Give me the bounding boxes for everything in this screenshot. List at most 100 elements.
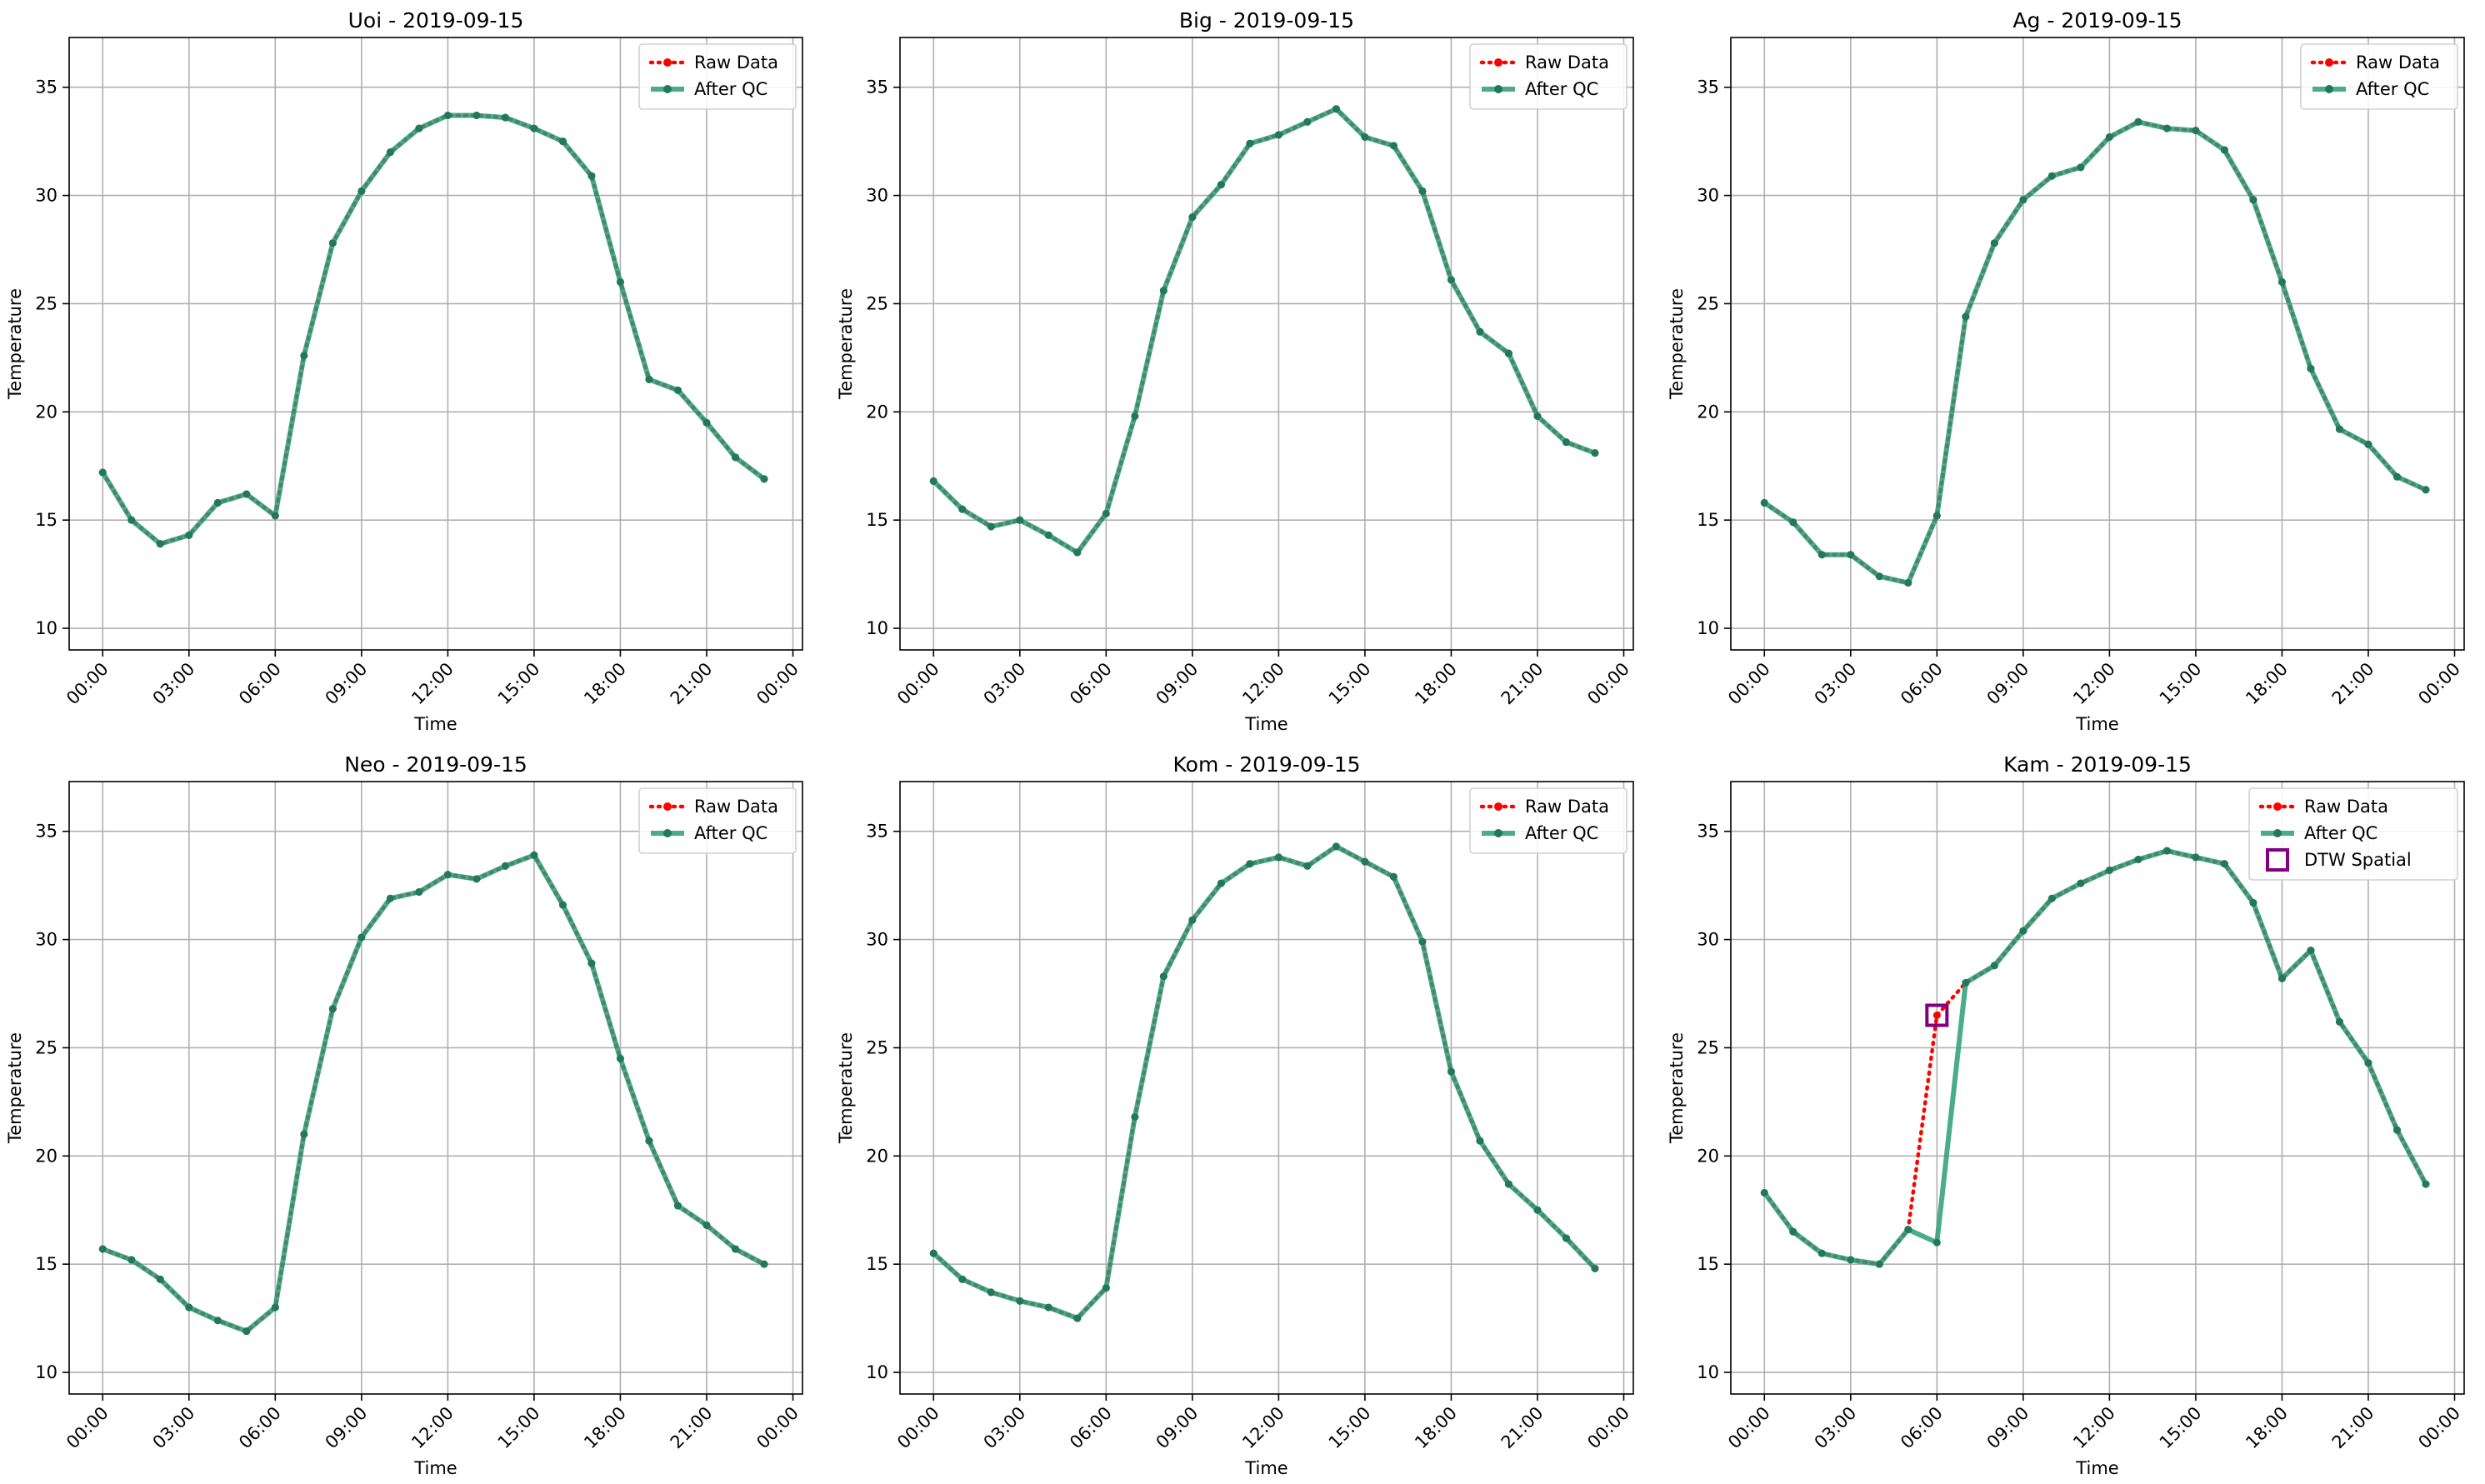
y-tick-label: 15 bbox=[866, 510, 888, 530]
x-tick-label: 06:00 bbox=[1897, 1403, 1947, 1453]
y-axis-label: Temperature bbox=[5, 1032, 25, 1144]
qc-data-point bbox=[415, 887, 423, 896]
axes-frame bbox=[68, 781, 803, 1395]
qc-data-point bbox=[1274, 131, 1282, 139]
x-axis-label: Time bbox=[413, 714, 457, 734]
legend-label: Raw Data bbox=[1525, 797, 1609, 817]
y-tick-label: 20 bbox=[35, 1146, 58, 1166]
legend: Raw Data After QC bbox=[638, 43, 797, 110]
y-tick-label: 20 bbox=[1697, 402, 1719, 422]
legend-label: After QC bbox=[1525, 79, 1598, 99]
qc-data-point bbox=[185, 1303, 193, 1312]
qc-data-point bbox=[2162, 124, 2171, 132]
qc-data-point bbox=[2077, 879, 2085, 887]
qc-data-point bbox=[731, 1245, 739, 1253]
qc-data-point bbox=[2105, 866, 2113, 874]
subplot-2: 00:00 03:00 06:00 09:00 12:00 15:00 18:00 21:00… bbox=[836, 8, 1634, 734]
qc-data-point bbox=[1962, 979, 1970, 987]
qc-data-point bbox=[2278, 974, 2286, 982]
legend-label: After QC bbox=[1525, 823, 1598, 843]
y-tick-label: 35 bbox=[866, 822, 888, 842]
x-tick-label: 00:00 bbox=[752, 1403, 802, 1453]
y-tick-label: 35 bbox=[866, 77, 888, 97]
legend-label: Raw Data bbox=[2356, 52, 2440, 72]
axes-frame bbox=[899, 781, 1634, 1395]
legend: Raw Data After QC bbox=[638, 787, 797, 854]
y-tick-label: 35 bbox=[35, 822, 58, 842]
subplot-title: Neo - 2019-09-15 bbox=[344, 752, 528, 777]
y-axis-label: Temperature bbox=[1667, 288, 1687, 400]
qc-data-point bbox=[1818, 1249, 1826, 1257]
subplot-1: 00:00 03:00 06:00 09:00 12:00 15:00 18:00 21:00… bbox=[5, 8, 803, 734]
y-tick-label: 25 bbox=[866, 293, 888, 313]
qc-data-point bbox=[1562, 438, 1570, 447]
qc-data-point bbox=[1131, 412, 1139, 421]
qc-data-point bbox=[472, 875, 481, 883]
subplot-4: 00:00 03:00 06:00 09:00 12:00 15:00 18:00 21:00… bbox=[5, 752, 803, 1478]
x-tick-label: 09:00 bbox=[1152, 659, 1202, 709]
qc-data-point bbox=[2019, 927, 2028, 935]
legend-swatch-qc-marker bbox=[663, 829, 672, 837]
legend-swatch-qc-marker bbox=[663, 85, 672, 93]
qc-data-point bbox=[1217, 181, 1225, 189]
y-tick-label: 15 bbox=[35, 1254, 58, 1274]
qc-data-point bbox=[2364, 1059, 2372, 1067]
qc-data-point bbox=[271, 512, 279, 520]
legend-label: Raw Data bbox=[1525, 52, 1609, 72]
x-tick-label: 03:00 bbox=[1811, 659, 1861, 709]
legend-box bbox=[2248, 787, 2458, 881]
qc-data-point bbox=[2105, 132, 2113, 141]
x-tick-label: 00:00 bbox=[62, 659, 112, 709]
qc-data-point bbox=[1044, 531, 1052, 539]
qc-data-point bbox=[1847, 551, 1855, 559]
dtw-spatial-marker bbox=[1925, 1003, 1949, 1027]
qc-data-point bbox=[98, 468, 107, 477]
qc-data-point bbox=[1102, 1284, 1110, 1292]
legend-swatch-raw-marker bbox=[2325, 58, 2333, 67]
legend-box bbox=[2300, 43, 2458, 110]
x-tick-label: 18:00 bbox=[1411, 1403, 1461, 1453]
qc-data-point bbox=[2392, 472, 2401, 481]
y-tick-label: 30 bbox=[35, 930, 58, 950]
qc-data-point bbox=[1303, 117, 1312, 126]
x-tick-label: 00:00 bbox=[893, 659, 943, 709]
qc-data-point bbox=[128, 516, 136, 524]
qc-data-point bbox=[1447, 276, 1455, 284]
qc-data-point bbox=[2249, 898, 2258, 907]
qc-data-point bbox=[1332, 842, 1340, 851]
qc-data-point bbox=[242, 1327, 251, 1336]
qc-data-point bbox=[300, 352, 308, 360]
x-tick-label: 06:00 bbox=[1066, 1403, 1116, 1453]
x-tick-label: 15:00 bbox=[494, 1403, 544, 1453]
legend-swatch-raw-marker bbox=[2273, 802, 2282, 811]
qc-data-point bbox=[1332, 105, 1340, 113]
y-tick-label: 10 bbox=[35, 1362, 58, 1382]
y-tick-label: 35 bbox=[35, 77, 58, 97]
qc-data-point bbox=[443, 111, 452, 119]
y-tick-label: 35 bbox=[1697, 77, 1719, 97]
qc-data-point bbox=[1904, 578, 1912, 587]
qc-data-point bbox=[1073, 1314, 1082, 1322]
y-tick-label: 15 bbox=[1697, 1254, 1719, 1274]
axes-frame bbox=[68, 37, 803, 651]
qc-data-point bbox=[1904, 1226, 1912, 1234]
qc-data-point bbox=[128, 1256, 136, 1264]
x-axis-label: Time bbox=[1244, 1458, 1288, 1478]
y-tick-label: 35 bbox=[1697, 822, 1719, 842]
x-axis-label: Time bbox=[2075, 714, 2118, 734]
qc-data-point bbox=[1533, 1206, 1542, 1214]
x-tick-label: 06:00 bbox=[1066, 659, 1116, 709]
qc-data-point bbox=[1044, 1303, 1052, 1312]
qc-data-point bbox=[2077, 163, 2085, 172]
x-axis-label: Time bbox=[1244, 714, 1288, 734]
qc-data-point bbox=[1760, 498, 1768, 507]
y-tick-label: 20 bbox=[35, 402, 58, 422]
qc-data-point bbox=[1818, 551, 1826, 559]
qc-data-point bbox=[1847, 1256, 1855, 1264]
qc-data-point bbox=[2278, 277, 2286, 286]
x-tick-label: 06:00 bbox=[235, 659, 285, 709]
x-tick-label: 12:00 bbox=[1238, 659, 1288, 709]
x-tick-label: 09:00 bbox=[1152, 1403, 1202, 1453]
legend: Raw Data After QC bbox=[2300, 43, 2458, 110]
